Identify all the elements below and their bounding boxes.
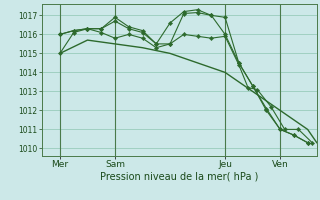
X-axis label: Pression niveau de la mer( hPa ): Pression niveau de la mer( hPa ) (100, 172, 258, 182)
